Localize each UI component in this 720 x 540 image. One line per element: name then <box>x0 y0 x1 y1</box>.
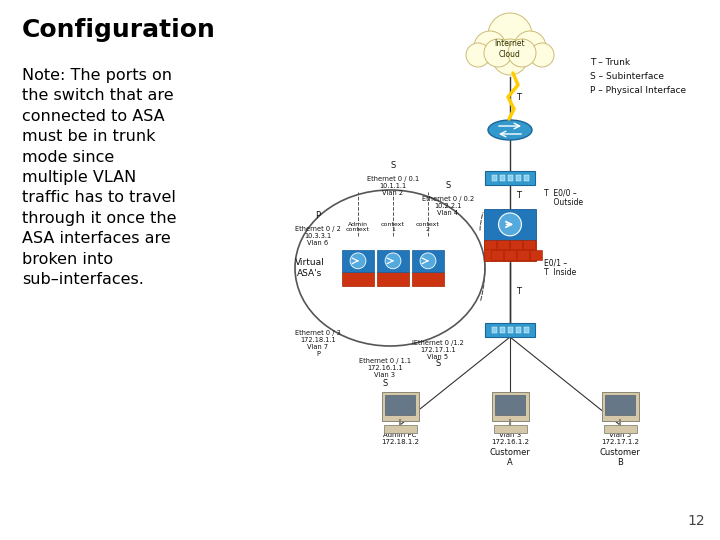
FancyBboxPatch shape <box>601 392 639 421</box>
Circle shape <box>508 39 536 67</box>
Ellipse shape <box>488 120 532 140</box>
FancyBboxPatch shape <box>377 249 409 272</box>
Bar <box>500 175 505 181</box>
FancyBboxPatch shape <box>412 249 444 272</box>
Text: S: S <box>390 161 395 170</box>
Text: P – Physical Interface: P – Physical Interface <box>590 86 686 95</box>
Bar <box>508 327 513 333</box>
Bar <box>516 175 521 181</box>
Text: Vlan 5
172.17.1.2: Vlan 5 172.17.1.2 <box>601 432 639 445</box>
Text: Ethernet 0 / 1.1
172.16.1.1
Vlan 3: Ethernet 0 / 1.1 172.16.1.1 Vlan 3 <box>359 358 411 378</box>
Text: Admin
context: Admin context <box>346 221 370 232</box>
Bar <box>508 175 513 181</box>
Text: Configuration: Configuration <box>22 18 216 42</box>
Text: Customer
A: Customer A <box>490 448 531 468</box>
Text: Virtual
ASA's: Virtual ASA's <box>295 258 325 278</box>
Bar <box>523 327 528 333</box>
Bar <box>492 327 497 333</box>
Bar <box>490 251 503 260</box>
FancyBboxPatch shape <box>382 392 418 421</box>
Text: Ethernet 0 / 2
10.3.3.1
Vlan 6: Ethernet 0 / 2 10.3.3.1 Vlan 6 <box>295 226 341 246</box>
Text: IEthernet 0 /1.2
172.17.1.1
Vlan 5: IEthernet 0 /1.2 172.17.1.1 Vlan 5 <box>412 340 464 360</box>
Circle shape <box>530 43 554 67</box>
Bar <box>510 240 522 249</box>
Text: Customer
B: Customer B <box>600 448 640 468</box>
Bar <box>523 240 535 249</box>
FancyBboxPatch shape <box>485 323 535 337</box>
Bar <box>523 175 528 181</box>
Bar <box>516 327 521 333</box>
Bar <box>492 175 497 181</box>
Circle shape <box>350 253 366 269</box>
FancyBboxPatch shape <box>485 171 535 185</box>
Text: S: S <box>446 181 451 190</box>
FancyBboxPatch shape <box>495 395 525 415</box>
Text: P: P <box>315 211 320 220</box>
FancyBboxPatch shape <box>384 424 416 433</box>
Text: T: T <box>516 287 521 295</box>
Bar <box>529 251 541 260</box>
Circle shape <box>474 31 506 63</box>
Text: Note: The ports on
the switch that are
connected to ASA
must be in trunk
mode si: Note: The ports on the switch that are c… <box>22 68 176 287</box>
FancyBboxPatch shape <box>603 424 636 433</box>
Bar <box>516 251 528 260</box>
Bar <box>503 251 516 260</box>
Text: 12: 12 <box>688 514 705 528</box>
Text: T – Trunk: T – Trunk <box>590 58 630 67</box>
Text: context
2: context 2 <box>416 221 440 232</box>
Text: S: S <box>382 379 387 388</box>
Text: T: T <box>516 192 521 200</box>
FancyBboxPatch shape <box>605 395 635 415</box>
Circle shape <box>498 213 521 236</box>
Bar <box>500 327 505 333</box>
FancyBboxPatch shape <box>377 272 409 286</box>
Bar <box>484 240 496 249</box>
Text: Admin PC
172.18.1.2: Admin PC 172.18.1.2 <box>381 432 419 445</box>
Text: Ethernet 0 / 0.2
10.2.2.1
Vlan 4: Ethernet 0 / 0.2 10.2.2.1 Vlan 4 <box>422 196 474 216</box>
Text: Ethernet 0 / 3
172.18.1.1
Vlan 7
P: Ethernet 0 / 3 172.18.1.1 Vlan 7 P <box>295 330 341 357</box>
Text: S: S <box>436 359 441 368</box>
Text: context
1: context 1 <box>381 221 405 232</box>
FancyBboxPatch shape <box>412 272 444 286</box>
FancyBboxPatch shape <box>385 395 415 415</box>
FancyBboxPatch shape <box>492 392 528 421</box>
Bar <box>497 240 509 249</box>
Text: T: T <box>516 93 521 103</box>
Text: E0/1 –
T  Inside: E0/1 – T Inside <box>544 258 576 278</box>
Circle shape <box>385 253 401 269</box>
FancyBboxPatch shape <box>484 240 536 261</box>
FancyBboxPatch shape <box>342 272 374 286</box>
Text: Ethernet 0 / 0.1
10.1.1.1
Vlan 2: Ethernet 0 / 0.1 10.1.1.1 Vlan 2 <box>367 176 419 196</box>
FancyBboxPatch shape <box>493 424 526 433</box>
FancyBboxPatch shape <box>342 249 374 272</box>
Text: Internet
Cloud: Internet Cloud <box>495 39 526 59</box>
Text: T  E0/0 –
    Outside: T E0/0 – Outside <box>544 188 583 207</box>
Circle shape <box>484 39 512 67</box>
Circle shape <box>492 39 528 75</box>
Text: S – Subinterface: S – Subinterface <box>590 72 664 81</box>
Circle shape <box>420 253 436 269</box>
FancyBboxPatch shape <box>484 209 536 240</box>
Circle shape <box>466 43 490 67</box>
Circle shape <box>514 31 546 63</box>
Text: Vlan 3
172.16.1.2: Vlan 3 172.16.1.2 <box>491 432 529 445</box>
Circle shape <box>488 13 532 57</box>
